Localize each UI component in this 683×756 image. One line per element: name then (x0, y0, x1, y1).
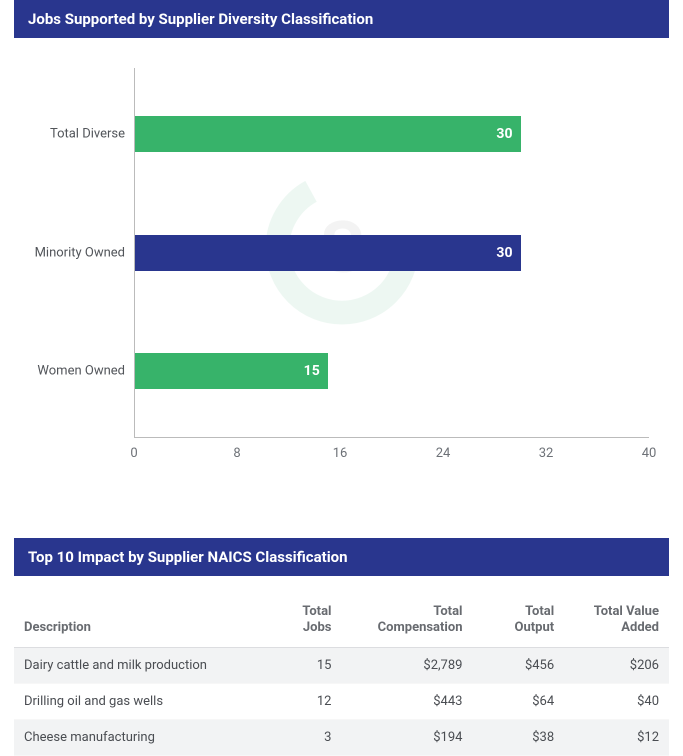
table-cell: 15 (263, 648, 342, 684)
table-cell: $2,789 (341, 648, 472, 684)
table-header: Top 10 Impact by Supplier NAICS Classifi… (14, 538, 669, 576)
table-cell: $206 (564, 648, 669, 684)
table-body: Dairy cattle and milk production15$2,789… (14, 648, 669, 756)
table-cell: 12 (263, 684, 342, 720)
table-cell: $64 (472, 684, 564, 720)
table-cell: Dairy cattle and milk production (14, 648, 263, 684)
table-cell: $38 (472, 720, 564, 756)
bar: 15 (135, 353, 328, 389)
jobs-chart: S Total Diverse30Minority Owned30Women O… (14, 68, 669, 468)
naics-table-wrap: DescriptionTotalJobsTotalCompensationTot… (14, 592, 669, 756)
table-row: Dairy cattle and milk production15$2,789… (14, 648, 669, 684)
bar-row: Total Diverse30 (135, 116, 649, 152)
naics-table: DescriptionTotalJobsTotalCompensationTot… (14, 592, 669, 756)
table-row: Drilling oil and gas wells12$443$64$40 (14, 684, 669, 720)
table-cell: Drilling oil and gas wells (14, 684, 263, 720)
bar-row: Minority Owned30 (135, 235, 649, 271)
chart-header: Jobs Supported by Supplier Diversity Cla… (14, 0, 669, 38)
x-tick-label: 16 (333, 446, 348, 461)
table-cell: Cheese manufacturing (14, 720, 263, 756)
table-cell: $194 (341, 720, 472, 756)
bar-category-label: Total Diverse (15, 127, 135, 142)
table-cell: $40 (564, 684, 669, 720)
bar: 30 (135, 235, 521, 271)
x-tick-label: 0 (130, 446, 137, 461)
chart-x-axis: 0816243240 (134, 440, 649, 468)
x-tick-label: 24 (436, 446, 451, 461)
bar-value-label: 30 (496, 126, 512, 142)
column-header: TotalJobs (263, 592, 342, 648)
x-tick-label: 40 (642, 446, 657, 461)
table-cell: $456 (472, 648, 564, 684)
x-tick-label: 32 (539, 446, 554, 461)
table-header-row: DescriptionTotalJobsTotalCompensationTot… (14, 592, 669, 648)
bar-value-label: 30 (496, 245, 512, 261)
bar-row: Women Owned15 (135, 353, 649, 389)
bar: 30 (135, 116, 521, 152)
table-cell: $12 (564, 720, 669, 756)
x-tick-label: 8 (233, 446, 240, 461)
table-cell: 3 (263, 720, 342, 756)
bar-category-label: Women Owned (15, 363, 135, 378)
bar-value-label: 15 (304, 363, 320, 379)
bar-category-label: Minority Owned (15, 245, 135, 260)
column-header: TotalOutput (472, 592, 564, 648)
column-header: TotalCompensation (341, 592, 472, 648)
column-header: Total ValueAdded (564, 592, 669, 648)
table-cell: $443 (341, 684, 472, 720)
chart-plot-area: Total Diverse30 Minority Owned30 Women Own… (134, 68, 649, 438)
column-header: Description (14, 592, 263, 648)
table-row: Cheese manufacturing3$194$38$12 (14, 720, 669, 756)
